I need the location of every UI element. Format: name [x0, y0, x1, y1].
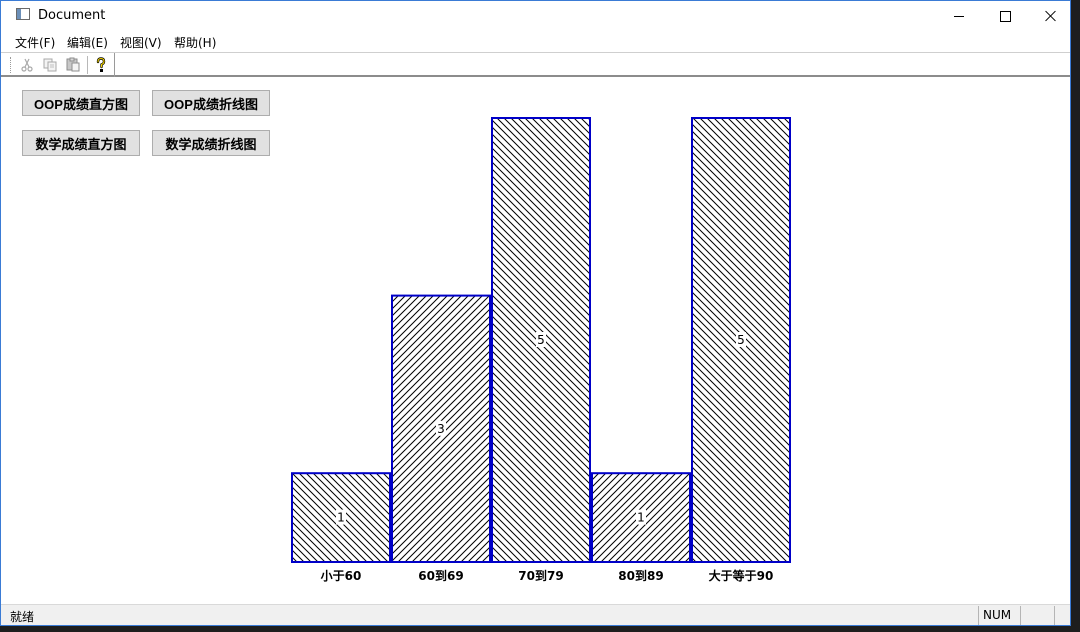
cut-button[interactable] [18, 56, 36, 73]
cut-icon [21, 58, 33, 72]
client-area: OOP成绩直方图 OOP成绩折线图 数学成绩直方图 数学成绩折线图 1 小于60 3… [1, 77, 1070, 604]
category-label: 80到89 [618, 568, 663, 583]
bar-value-label-background [736, 332, 746, 347]
bar-value-label: 1 [337, 511, 345, 525]
paste-icon [66, 57, 79, 72]
oop-histogram-button[interactable]: OOP成绩直方图 [22, 90, 140, 116]
menu-edit[interactable]: 编辑(E) [67, 36, 108, 50]
maximize-icon [999, 10, 1011, 22]
minimize-button[interactable] [936, 1, 982, 31]
bar-value-label: 5 [737, 333, 745, 347]
menu-bar: 文件(F) 编辑(E) 视图(V) 帮助(H) [1, 31, 1070, 52]
math-histogram-button[interactable]: 数学成绩直方图 [22, 130, 140, 156]
minimize-icon [954, 15, 964, 17]
bar-value-label-background [636, 509, 646, 525]
bar-value-label-background [336, 509, 346, 525]
maximize-button[interactable] [982, 1, 1028, 31]
window-title: Document [38, 8, 106, 23]
bar-value-label-background [436, 420, 446, 436]
toolbar [1, 52, 1070, 77]
category-label: 70到79 [518, 568, 563, 583]
num-lock-indicator: NUM [978, 606, 1020, 625]
toolbar-grip[interactable] [10, 57, 13, 73]
status-pane-empty [1020, 606, 1054, 625]
bar-value-label: 3 [437, 422, 445, 436]
menu-file[interactable]: 文件(F) [15, 36, 56, 50]
status-text: 就绪 [10, 610, 35, 624]
bar-value-label: 1 [637, 511, 645, 525]
category-label: 大于等于90 [709, 568, 774, 583]
close-button[interactable] [1028, 1, 1070, 31]
help-button[interactable] [92, 56, 110, 73]
category-label: 小于60 [321, 568, 362, 583]
close-icon [1045, 10, 1057, 22]
menu-help[interactable]: 帮助(H) [174, 36, 217, 50]
toolbar-end-separator [114, 53, 115, 77]
copy-button[interactable] [41, 56, 59, 73]
histogram-chart: 1 小于60 3 60到69 5 70到79 1 80到89 5 大于等于90 [291, 117, 791, 583]
help-icon [96, 56, 106, 72]
status-bar: 就绪 NUM [1, 604, 1070, 625]
math-line-chart-button[interactable]: 数学成绩折线图 [152, 130, 270, 156]
category-label: 60到69 [418, 568, 463, 583]
title-bar[interactable]: Document [1, 1, 1070, 31]
paste-button[interactable] [64, 56, 82, 73]
copy-icon [43, 58, 56, 71]
oop-line-chart-button[interactable]: OOP成绩折线图 [152, 90, 270, 116]
bar-value-label: 5 [537, 333, 545, 347]
size-grip[interactable] [1054, 606, 1070, 625]
toolbar-separator [87, 56, 88, 74]
menu-view[interactable]: 视图(V) [120, 36, 162, 50]
bar-value-label-background [536, 332, 546, 347]
app-icon[interactable] [16, 8, 30, 20]
